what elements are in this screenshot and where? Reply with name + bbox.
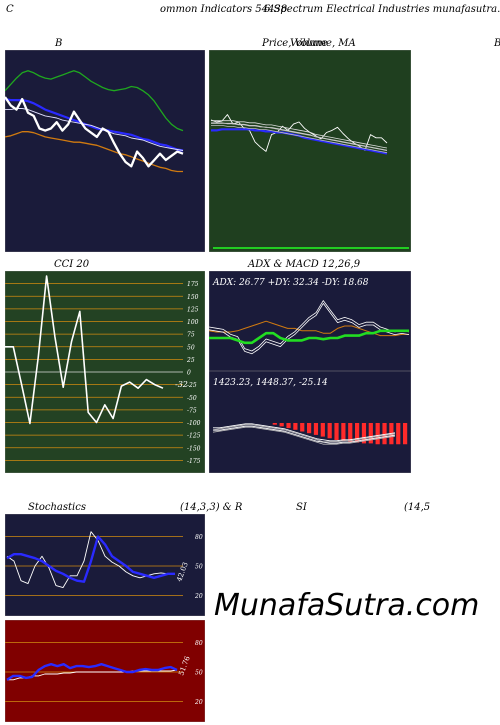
macd-hist-bar bbox=[361, 423, 367, 444]
rsi-title: SI bbox=[296, 502, 307, 513]
macd-hist-bar bbox=[355, 423, 360, 443]
macd-signal-line-b bbox=[212, 424, 396, 443]
watermark: MunafaSutra.com bbox=[214, 588, 480, 623]
rsi-mfi-line bbox=[7, 669, 178, 681]
cci-tick-label: 150 bbox=[187, 294, 199, 301]
bb-price-line bbox=[5, 96, 184, 168]
adx-title: ADX & MACD 12,26,9 bbox=[248, 259, 361, 270]
bollinger-bg bbox=[5, 50, 205, 252]
rsi-bg bbox=[5, 620, 205, 722]
stoch-title: Stochastics bbox=[28, 502, 86, 513]
cci-tick-label: -75 bbox=[187, 407, 197, 414]
macd-line-b bbox=[213, 423, 396, 442]
macd-hist-bar bbox=[375, 423, 380, 445]
macd-hist-bar bbox=[307, 423, 312, 434]
bb-ma-blue bbox=[5, 98, 184, 152]
cci-tick-label: 100 bbox=[187, 319, 199, 326]
header-text-left: ommon Indicators 54438 bbox=[160, 4, 288, 15]
volume-bars bbox=[213, 247, 409, 249]
price-bg bbox=[209, 50, 411, 252]
rsi-params: (14,5 bbox=[404, 502, 431, 513]
macd-line-a bbox=[213, 425, 396, 444]
rsi-tick-label: 80 bbox=[195, 640, 203, 647]
adx-readout: ADX: 26.77 +DY: 32.34 -DY: 18.68 bbox=[212, 278, 369, 288]
macd-signal-line-a bbox=[212, 426, 396, 445]
cci-tick-label: 0 bbox=[187, 370, 191, 377]
macd-hist-bar bbox=[327, 423, 332, 439]
stoch-k-line bbox=[6, 535, 175, 583]
adx-chart: ADX: 26.77 +DY: 32.34 -DY: 18.68 bbox=[209, 271, 411, 371]
header-letter: C bbox=[6, 4, 14, 15]
bb-title: B bbox=[55, 38, 63, 49]
rsi-tick-label: 20 bbox=[194, 699, 203, 706]
macd-hist-bar bbox=[368, 423, 373, 444]
adx-plus-di-b bbox=[209, 303, 410, 355]
macd-hist-bar bbox=[320, 423, 325, 437]
cci-tick-label: 75 bbox=[187, 332, 195, 339]
cci-tick-label: 175 bbox=[187, 281, 199, 288]
stoch-tick-label: 20 bbox=[194, 593, 203, 600]
cci-tick-label: -125 bbox=[187, 433, 201, 440]
adx-plus-di-a bbox=[209, 300, 410, 352]
macd-hist-bar bbox=[293, 423, 298, 430]
header-text-right: 6 Spectrum Electrical Industries munafas… bbox=[264, 4, 500, 15]
price-ma-long-a bbox=[211, 120, 388, 149]
stoch-tick-label: 80 bbox=[195, 534, 203, 541]
macd-hist-bar bbox=[279, 423, 284, 427]
bb-upper-band bbox=[5, 70, 184, 132]
cci-tick-label: -25 bbox=[187, 382, 197, 389]
price-ma-long-b bbox=[211, 122, 388, 151]
macd-bg bbox=[209, 371, 411, 473]
stoch-bg bbox=[5, 514, 205, 616]
macd-hist-bar bbox=[403, 423, 408, 445]
cci-tick-label: -50 bbox=[187, 395, 197, 402]
bollinger-chart bbox=[5, 50, 205, 252]
cci-tick-label: -175 bbox=[187, 458, 201, 465]
cci-tick-label: -100 bbox=[187, 420, 201, 427]
bb-middle-band bbox=[5, 108, 184, 151]
macd-chart: 1423.23, 1448.37, -25.14 bbox=[209, 371, 411, 473]
cci-chart: 175 150 125 100 75 50 25 0 -25 -50 -75 -100 -125 -150… bbox=[5, 271, 205, 473]
price-chart bbox=[209, 50, 411, 252]
price-title: Price, Volume, MA bbox=[262, 38, 356, 49]
macd-hist-bar bbox=[300, 423, 305, 432]
adx-minus-di bbox=[209, 320, 409, 337]
cci-tick-label: 50 bbox=[187, 344, 195, 351]
price-title-overlay: Volume bbox=[290, 38, 328, 49]
macd-hist-bar bbox=[396, 423, 401, 445]
macd-readout: 1423.23, 1448.37, -25.14 bbox=[213, 378, 328, 388]
stoch-params: (14,3,3) & R bbox=[180, 502, 243, 513]
cci-line bbox=[5, 275, 164, 425]
macd-hist-bar bbox=[286, 423, 291, 429]
rsi-tick-label: 50 bbox=[195, 670, 203, 677]
cci-tick-label: -150 bbox=[187, 445, 201, 452]
macd-hist-bar bbox=[272, 423, 277, 425]
price-ma-mid-a bbox=[211, 122, 388, 151]
macd-hist-bar bbox=[341, 423, 346, 441]
rsi-line bbox=[6, 663, 178, 681]
cci-title: CCI 20 bbox=[54, 259, 90, 270]
bb-lower-band bbox=[5, 131, 183, 173]
adx-line bbox=[209, 329, 409, 345]
macd-hist-bar bbox=[334, 423, 339, 440]
price-ma-mid-b bbox=[211, 125, 388, 154]
adx-bg bbox=[209, 271, 411, 371]
cci-current-label: -32 bbox=[175, 380, 188, 389]
bb-right-title: B bbox=[494, 38, 500, 49]
macd-hist-bar bbox=[348, 423, 353, 442]
cci-tick-label: 25 bbox=[186, 357, 195, 364]
macd-hist-bar bbox=[313, 423, 319, 435]
macd-hist-bar bbox=[382, 423, 387, 445]
cci-tick-label: 125 bbox=[187, 306, 199, 313]
stoch-tick-label: 50 bbox=[195, 564, 203, 571]
